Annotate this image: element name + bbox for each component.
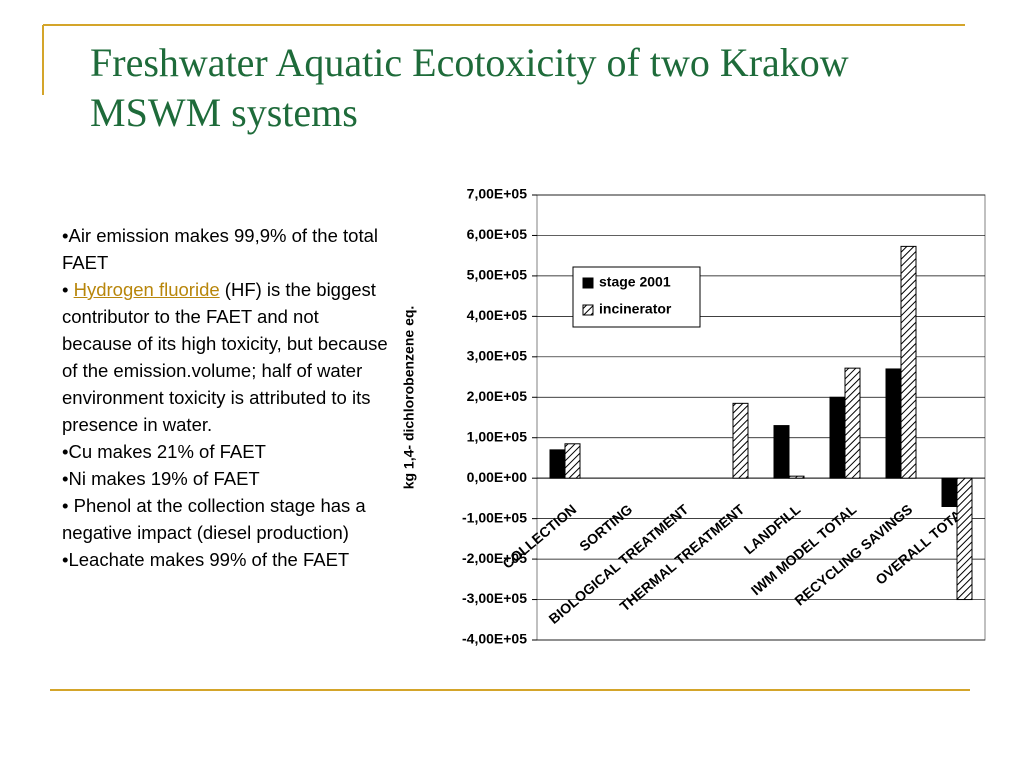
y-tick-label: -3,00E+05	[462, 590, 527, 606]
bar	[773, 425, 790, 479]
legend-label: stage 2001	[599, 274, 671, 290]
y-tick-label: 1,00E+05	[467, 428, 528, 444]
bar	[844, 367, 861, 479]
legend-box	[572, 266, 701, 328]
legend-label: incinerator	[599, 301, 672, 317]
y-tick-label: -1,00E+05	[462, 509, 527, 525]
bullet-prefix: •	[62, 279, 74, 300]
link[interactable]: Hydrogen fluoride	[73, 279, 220, 300]
legend-swatch	[582, 277, 594, 289]
bar	[732, 402, 749, 479]
y-tick-label: 7,00E+05	[467, 186, 528, 202]
y-tick-label: 5,00E+05	[467, 267, 528, 283]
legend-swatch	[582, 304, 594, 316]
y-tick-label: 3,00E+05	[467, 348, 528, 364]
y-tick-label: 6,00E+05	[467, 226, 528, 242]
bullet-list: •Air emission makes 99,9% of the total F…	[62, 222, 392, 573]
bullet: •Air emission makes 99,9% of the total F…	[62, 225, 378, 273]
bullet: •Cu makes 21% of FAET	[62, 441, 266, 462]
bar	[941, 477, 958, 508]
y-tick-label: 0,00E+00	[467, 469, 528, 485]
bullet-text: (HF) is the biggest contributor to the F…	[62, 279, 388, 435]
bullet: •Leachate makes 99% of the FAET	[62, 549, 350, 570]
y-tick-label: -2,00E+05	[462, 550, 527, 566]
y-tick-label: -4,00E+05	[462, 631, 527, 647]
bar	[788, 475, 805, 479]
bullet: • Hydrogen fluoride (HF) is the biggest …	[62, 276, 392, 438]
bar	[885, 368, 902, 479]
bar	[564, 443, 581, 479]
y-tick-label: 4,00E+05	[467, 307, 528, 323]
bar	[829, 396, 846, 479]
bar	[956, 477, 973, 601]
y-tick-label: 2,00E+05	[467, 388, 528, 404]
bar	[549, 449, 566, 479]
bullet: • Phenol at the collection stage has a n…	[62, 495, 366, 543]
slide-title: Freshwater Aquatic Ecotoxicity of two Kr…	[90, 40, 849, 135]
bar	[900, 245, 917, 479]
bullet: •Ni makes 19% of FAET	[62, 468, 260, 489]
y-axis-label: kg 1,4- dichlorobenzene eq.	[401, 306, 417, 490]
